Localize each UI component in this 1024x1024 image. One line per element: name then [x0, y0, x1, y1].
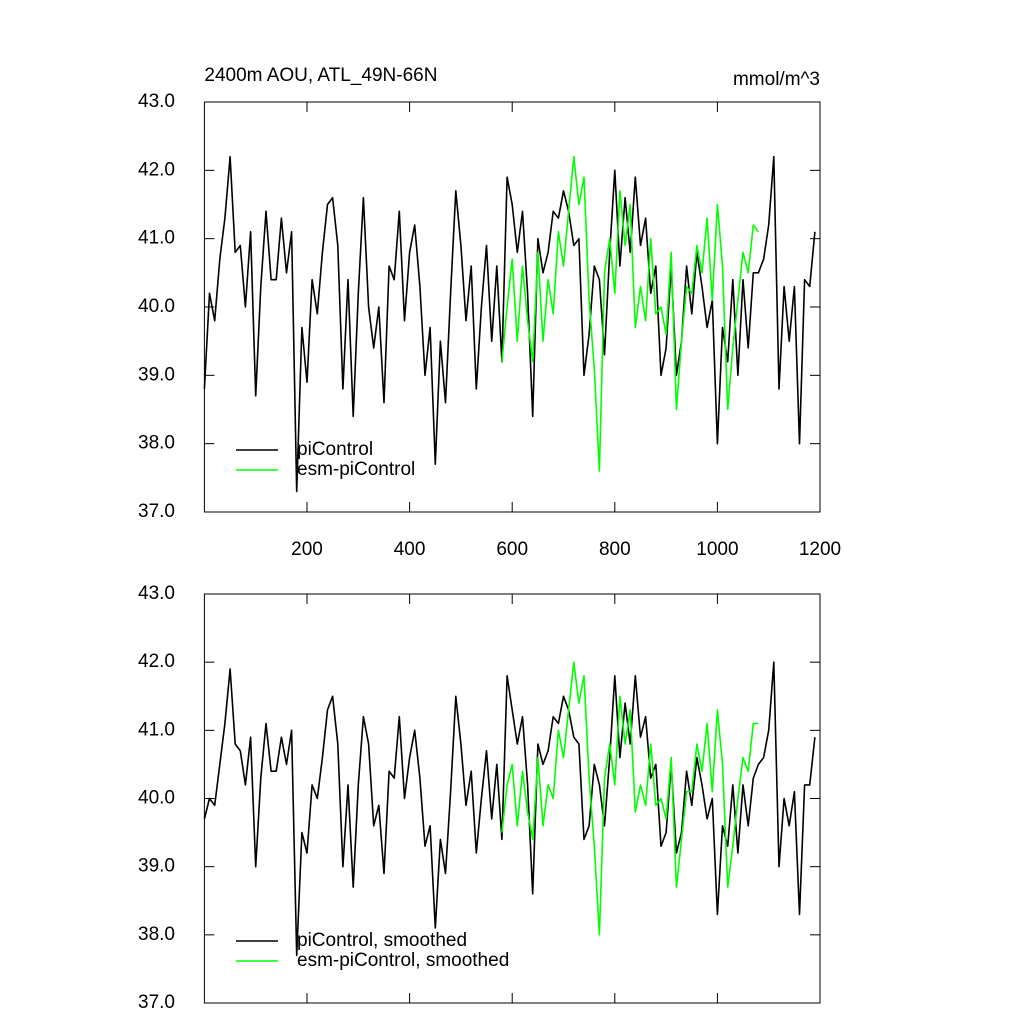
y-tick-label: 40.0 — [138, 296, 175, 317]
series-line — [501, 155, 760, 472]
series-line — [203, 155, 816, 493]
x-tick-label: 800 — [599, 539, 631, 560]
x-tick-label: 200 — [291, 539, 323, 560]
x-tick-label: 1000 — [696, 539, 738, 560]
series-line — [203, 661, 816, 957]
chart-title: 2400m AOU, ATL_49N-66N — [204, 65, 437, 86]
y-tick-label: 39.0 — [138, 364, 175, 385]
y-tick-label: 37.0 — [138, 992, 175, 1013]
x-tick-label: 400 — [394, 539, 426, 560]
series-line — [501, 661, 759, 936]
y-tick-label: 37.0 — [138, 501, 175, 522]
y-tick-label: 41.0 — [138, 228, 175, 249]
y-tick-label: 42.0 — [138, 159, 175, 180]
x-tick-label: 600 — [496, 539, 528, 560]
y-tick-label: 38.0 — [138, 924, 175, 945]
y-tick-label: 38.0 — [138, 433, 175, 454]
x-tick-label: 1200 — [799, 539, 841, 560]
legend-label: piControl, smoothed — [297, 930, 467, 951]
y-tick-label: 41.0 — [138, 719, 175, 740]
y-tick-label: 43.0 — [138, 91, 175, 112]
legend-label: esm-piControl, smoothed — [297, 950, 509, 971]
y-tick-label: 39.0 — [138, 856, 175, 877]
y-tick-label: 40.0 — [138, 788, 175, 809]
y-tick-label: 42.0 — [138, 651, 175, 672]
y-tick-label: 43.0 — [138, 583, 175, 604]
legend-label: esm-piControl — [297, 459, 415, 480]
legend-label: piControl — [297, 439, 373, 460]
units-label: mmol/m^3 — [733, 69, 820, 90]
